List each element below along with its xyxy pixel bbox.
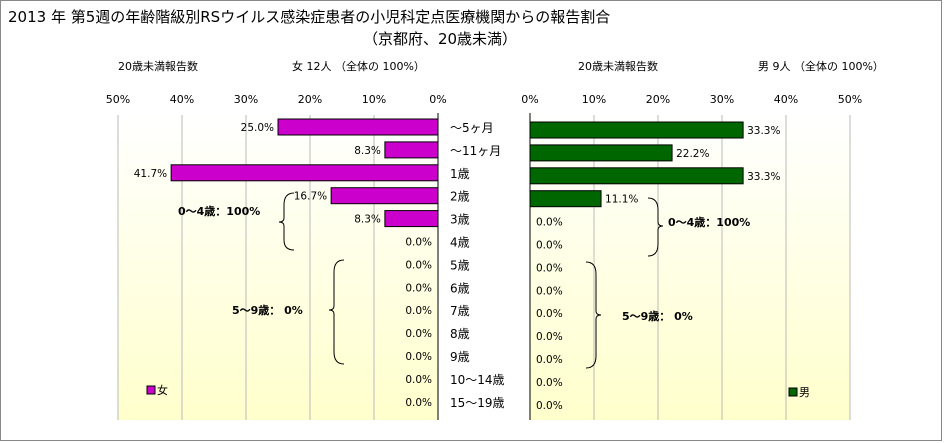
left-annotation-5-9: 5～9歳： 0% bbox=[232, 303, 303, 317]
female-bar bbox=[330, 187, 439, 205]
right-x-tick-label: 10% bbox=[582, 93, 606, 106]
female-data-label: 0.0% bbox=[405, 282, 432, 294]
right-x-tick-label: 50% bbox=[838, 93, 862, 106]
chart-subtitle: （京都府、20歳未満） bbox=[362, 30, 518, 48]
male-data-label: 33.3% bbox=[747, 171, 780, 183]
female-data-label: 0.0% bbox=[405, 351, 432, 363]
right-brace-0-4 bbox=[647, 197, 664, 257]
left-count-label: 20歳未満報告数 bbox=[118, 60, 198, 73]
category-label: 10～14歳 bbox=[450, 373, 505, 387]
right-x-tick-label: 20% bbox=[646, 93, 670, 106]
female-data-label: 25.0% bbox=[241, 122, 274, 134]
right-annotation-0-4: 0～4歳：100% bbox=[668, 215, 750, 229]
male-data-label: 0.0% bbox=[536, 240, 563, 252]
male-data-label: 0.0% bbox=[536, 331, 563, 343]
category-label: 7歳 bbox=[450, 304, 470, 318]
female-bar bbox=[277, 118, 439, 136]
male-data-label: 0.0% bbox=[536, 262, 563, 274]
female-data-label: 0.0% bbox=[405, 237, 432, 249]
category-label: 9歳 bbox=[450, 350, 470, 364]
category-label: ～5ヶ月 bbox=[450, 121, 494, 135]
male-legend-swatch bbox=[788, 387, 798, 397]
male-data-label: 0.0% bbox=[536, 354, 563, 366]
male-data-label: 0.0% bbox=[536, 285, 563, 297]
male-data-label: 0.0% bbox=[536, 400, 563, 412]
right-summary: 男 9人 （全体の 100%） bbox=[758, 60, 884, 73]
category-label: 6歳 bbox=[450, 281, 470, 295]
left-x-tick-label: 10% bbox=[362, 93, 386, 106]
left-x-tick-label: 50% bbox=[106, 93, 130, 106]
left-annotation-0-4: 0～4歳：100% bbox=[178, 204, 260, 218]
male-data-label: 0.0% bbox=[536, 308, 563, 320]
left-plot-area bbox=[118, 115, 438, 420]
female-data-label: 0.0% bbox=[405, 305, 432, 317]
female-bar bbox=[384, 210, 439, 228]
right-plot-area bbox=[530, 115, 850, 420]
male-data-label: 0.0% bbox=[536, 217, 563, 229]
female-data-label: 0.0% bbox=[405, 328, 432, 340]
male-data-label: 33.3% bbox=[747, 125, 780, 137]
female-data-label: 0.0% bbox=[405, 397, 432, 409]
left-x-tick-label: 0% bbox=[429, 93, 446, 106]
female-legend-swatch bbox=[146, 385, 156, 395]
male-bar bbox=[529, 144, 673, 162]
left-brace-5-9 bbox=[328, 259, 345, 365]
right-count-label: 20歳未満報告数 bbox=[578, 60, 658, 73]
male-data-label: 22.2% bbox=[676, 148, 709, 160]
male-bar bbox=[529, 167, 744, 185]
category-label: 5歳 bbox=[450, 258, 470, 272]
category-label: 8歳 bbox=[450, 327, 470, 341]
category-label: ～11ヶ月 bbox=[450, 144, 501, 158]
female-data-label: 0.0% bbox=[405, 259, 432, 271]
female-bar bbox=[384, 141, 439, 159]
left-summary: 女 12人 （全体の 100%） bbox=[292, 60, 425, 73]
female-legend-label: 女 bbox=[157, 383, 168, 397]
left-x-tick-label: 40% bbox=[170, 93, 194, 106]
female-bar bbox=[170, 164, 439, 182]
male-data-label: 11.1% bbox=[605, 194, 638, 206]
left-x-tick-label: 30% bbox=[234, 93, 258, 106]
category-label: 1歳 bbox=[450, 167, 470, 181]
female-data-label: 0.0% bbox=[405, 374, 432, 386]
male-data-label: 0.0% bbox=[536, 377, 563, 389]
right-x-tick-label: 0% bbox=[521, 93, 538, 106]
chart-title: 2013 年 第5週の年齢階級別RSウイルス感染症患者の小児科定点医療機関からの… bbox=[8, 8, 611, 26]
male-bar bbox=[529, 190, 602, 208]
male-legend-label: 男 bbox=[799, 386, 810, 399]
female-data-label: 8.3% bbox=[354, 145, 381, 157]
right-x-tick-label: 30% bbox=[710, 93, 734, 106]
male-bar bbox=[529, 121, 744, 139]
left-brace-0-4 bbox=[278, 192, 295, 251]
right-annotation-5-9: 5～9歳： 0% bbox=[622, 309, 693, 323]
right-brace-5-9 bbox=[585, 261, 602, 369]
right-x-tick-label: 40% bbox=[774, 93, 798, 106]
category-label: 3歳 bbox=[450, 213, 470, 227]
female-data-label: 8.3% bbox=[354, 214, 381, 226]
female-data-label: 16.7% bbox=[294, 191, 327, 203]
female-data-label: 41.7% bbox=[134, 168, 167, 180]
left-x-tick-label: 20% bbox=[298, 93, 322, 106]
category-label: 15～19歳 bbox=[450, 396, 505, 410]
category-label: 4歳 bbox=[450, 236, 470, 250]
category-label: 2歳 bbox=[450, 190, 470, 204]
